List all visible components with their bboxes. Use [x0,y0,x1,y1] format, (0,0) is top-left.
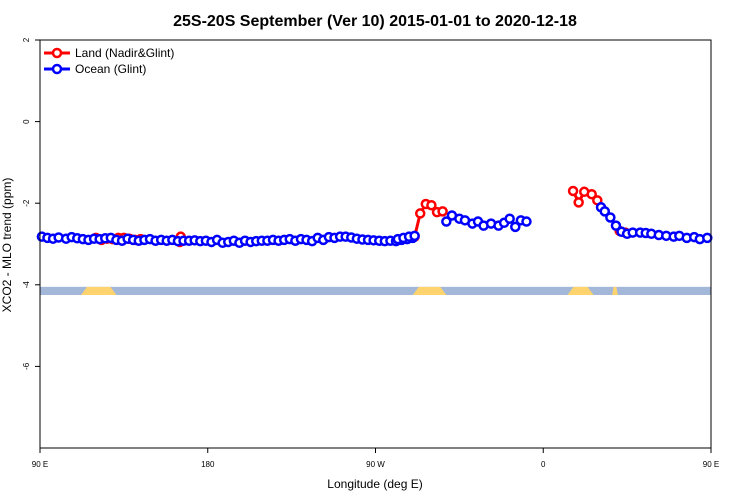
data-point [573,197,584,208]
ocean-band [40,286,711,295]
surface-band [40,286,711,295]
land-patch [81,286,117,295]
land-patch [567,286,594,295]
y-axis: 2 0 -2 -4 -6 [22,37,40,370]
land-patch [612,286,618,295]
y-axis-label: XCO2 - MLO trend (ppm) [0,178,14,313]
data-point [414,208,426,219]
data-point [605,212,616,223]
y-tick-label: 2 [22,37,31,42]
x-axis: 90 E 180 90 W 0 90 E [32,448,719,469]
y-tick-label: -2 [22,199,31,207]
data-point [599,206,611,217]
legend: Land (Nadir&Glint) Ocean (Glint) [44,46,174,76]
x-tick-label: 90 E [32,460,48,469]
data-point [586,188,597,200]
x-tick-label: 0 [541,460,546,469]
chart-title: 25S-20S September (Ver 10) 2015-01-01 to… [173,13,577,30]
legend-marker [51,63,63,75]
data-point [702,232,713,244]
x-tick-label: 90 E [703,460,719,469]
plot-frame [39,39,712,449]
legend-label: Land (Nadir&Glint) [75,46,174,60]
data-point [504,213,515,224]
series-layer [36,185,713,249]
data-point [437,206,448,217]
y-tick-label: 0 [22,119,31,124]
legend-label: Ocean (Glint) [75,62,146,76]
x-tick-label: 180 [201,460,215,469]
x-tick-label: 90 W [366,460,385,469]
land-patch [412,286,447,295]
legend-marker [51,47,63,59]
series-ocean [36,202,713,249]
data-point [567,185,579,197]
data-point [510,221,521,233]
data-point [441,216,452,227]
y-tick-label: -4 [22,281,31,289]
data-point [426,199,437,211]
data-point [409,230,420,242]
y-tick-label: -6 [22,362,31,370]
data-point [521,216,532,227]
data-point [610,220,622,231]
x-axis-label: Longitude (deg E) [327,477,422,491]
